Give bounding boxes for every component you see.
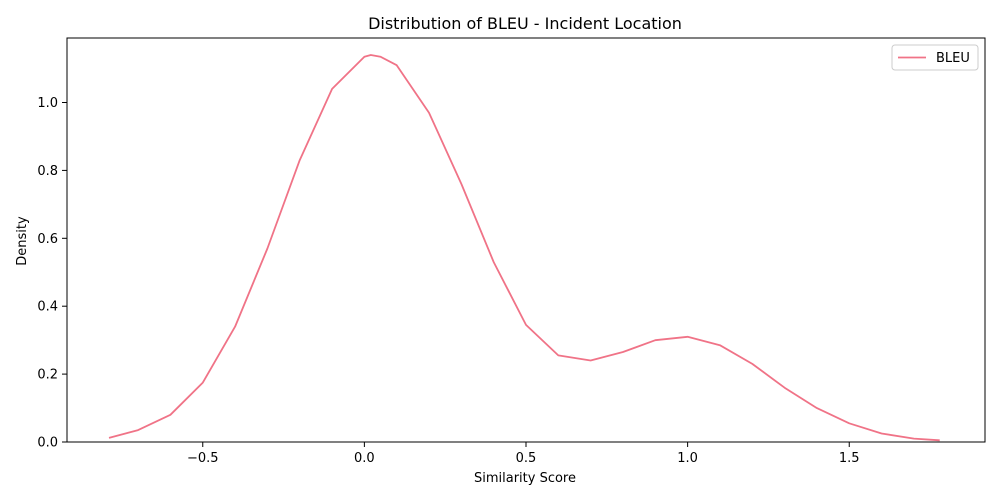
x-axis: −0.5 0.0 0.5 1.0 1.5 xyxy=(187,442,860,466)
y-tick-label: 0.0 xyxy=(37,436,58,451)
plot-area xyxy=(66,37,986,443)
y-tick-label: 0.6 xyxy=(37,232,58,247)
plot-frame xyxy=(66,37,986,443)
y-axis-label: Density xyxy=(15,216,30,266)
y-axis: 0.0 0.2 0.4 0.6 0.8 1.0 xyxy=(37,96,67,451)
series-line-0 xyxy=(108,54,940,442)
y-tick-label: 0.8 xyxy=(37,164,58,179)
x-tick-label: −0.5 xyxy=(187,451,219,466)
legend-label: BLEU xyxy=(936,51,970,66)
x-axis-label: Similarity Score xyxy=(474,471,576,486)
y-tick-label: 1.0 xyxy=(37,96,58,111)
x-tick-label: 1.5 xyxy=(839,451,860,466)
legend: BLEU xyxy=(891,44,979,71)
x-tick-label: 0.0 xyxy=(354,451,375,466)
y-tick-label: 0.4 xyxy=(37,300,58,315)
x-tick-label: 0.5 xyxy=(516,451,537,466)
x-tick-label: 1.0 xyxy=(677,451,698,466)
chart-title: Distribution of BLEU - Incident Location xyxy=(368,14,682,33)
y-tick-label: 0.2 xyxy=(37,368,58,383)
legend-box xyxy=(891,44,979,71)
